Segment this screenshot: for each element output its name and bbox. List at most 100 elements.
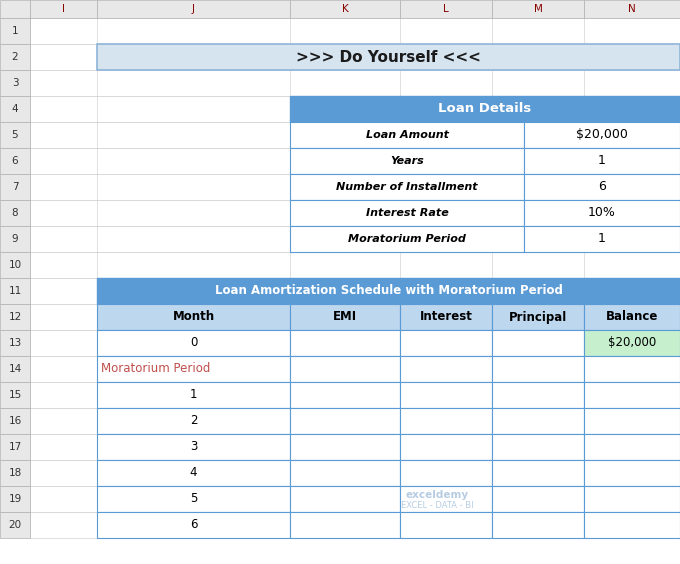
Bar xyxy=(0,330,30,356)
Text: 1: 1 xyxy=(598,155,606,168)
Text: 5: 5 xyxy=(12,130,18,140)
Bar xyxy=(30,200,680,226)
Bar xyxy=(97,356,290,382)
Bar xyxy=(0,304,30,330)
Bar xyxy=(0,512,30,538)
Bar xyxy=(290,460,400,486)
Text: 10: 10 xyxy=(8,260,22,270)
Bar xyxy=(30,226,680,252)
Text: 8: 8 xyxy=(12,208,18,218)
Bar xyxy=(584,434,680,460)
Text: 2: 2 xyxy=(12,52,18,62)
Text: Month: Month xyxy=(173,311,215,324)
Bar xyxy=(0,148,30,174)
Bar xyxy=(290,0,400,18)
Bar xyxy=(30,330,680,356)
Bar xyxy=(30,252,680,278)
Text: Moratorium Period: Moratorium Period xyxy=(101,363,210,376)
Text: 10%: 10% xyxy=(588,206,616,219)
Bar xyxy=(30,512,680,538)
Bar xyxy=(290,330,400,356)
Bar xyxy=(524,226,680,252)
Text: Loan Amortization Schedule with Moratorium Period: Loan Amortization Schedule with Moratori… xyxy=(215,284,562,297)
Bar xyxy=(584,512,680,538)
Bar xyxy=(97,44,680,70)
Bar xyxy=(290,96,680,122)
Text: Moratorium Period: Moratorium Period xyxy=(348,234,466,244)
Text: Loan Details: Loan Details xyxy=(439,103,532,116)
Text: 6: 6 xyxy=(12,156,18,166)
Bar xyxy=(400,382,492,408)
Bar xyxy=(0,434,30,460)
Bar xyxy=(30,148,680,174)
Text: >>> Do Yourself <<<: >>> Do Yourself <<< xyxy=(296,50,481,64)
Text: 3: 3 xyxy=(190,440,197,453)
Bar xyxy=(0,252,30,278)
Text: 6: 6 xyxy=(190,518,197,531)
Text: 16: 16 xyxy=(8,416,22,426)
Text: exceldemy: exceldemy xyxy=(405,490,469,500)
Bar xyxy=(492,382,584,408)
Bar xyxy=(97,330,290,356)
Text: 19: 19 xyxy=(8,494,22,504)
Bar xyxy=(400,512,492,538)
Bar xyxy=(290,356,400,382)
Text: Interest: Interest xyxy=(420,311,473,324)
Bar xyxy=(492,408,584,434)
Bar xyxy=(400,304,492,330)
Text: Number of Installment: Number of Installment xyxy=(336,182,478,192)
Text: 0: 0 xyxy=(190,337,197,350)
Bar xyxy=(0,122,30,148)
Text: 7: 7 xyxy=(12,182,18,192)
Bar xyxy=(0,200,30,226)
Bar xyxy=(0,18,30,44)
Bar xyxy=(30,96,680,122)
Bar xyxy=(492,330,584,356)
Bar xyxy=(290,148,524,174)
Text: M: M xyxy=(534,4,543,14)
Bar xyxy=(30,0,97,18)
Text: N: N xyxy=(628,4,636,14)
Text: Years: Years xyxy=(390,156,424,166)
Bar xyxy=(0,226,30,252)
Bar xyxy=(0,0,30,18)
Bar xyxy=(584,460,680,486)
Text: 11: 11 xyxy=(8,286,22,296)
Bar xyxy=(97,434,290,460)
Bar xyxy=(492,512,584,538)
Bar xyxy=(492,0,584,18)
Text: Principal: Principal xyxy=(509,311,567,324)
Text: 9: 9 xyxy=(12,234,18,244)
Bar xyxy=(524,122,680,148)
Text: 18: 18 xyxy=(8,468,22,478)
Bar xyxy=(524,148,680,174)
Bar xyxy=(400,434,492,460)
Bar xyxy=(290,512,400,538)
Bar xyxy=(492,356,584,382)
Bar xyxy=(524,174,680,200)
Bar xyxy=(97,278,680,304)
Text: 14: 14 xyxy=(8,364,22,374)
Text: 20: 20 xyxy=(8,520,22,530)
Bar xyxy=(30,356,680,382)
Bar xyxy=(30,434,680,460)
Bar xyxy=(0,486,30,512)
Bar xyxy=(400,330,492,356)
Text: 12: 12 xyxy=(8,312,22,322)
Bar xyxy=(97,382,290,408)
Bar xyxy=(492,460,584,486)
Text: 6: 6 xyxy=(598,180,606,193)
Bar xyxy=(524,200,680,226)
Bar xyxy=(584,486,680,512)
Bar xyxy=(290,434,400,460)
Text: 3: 3 xyxy=(12,78,18,88)
Bar xyxy=(584,408,680,434)
Bar xyxy=(0,278,30,304)
Text: 13: 13 xyxy=(8,338,22,348)
Bar xyxy=(400,0,492,18)
Text: EXCEL - DATA - BI: EXCEL - DATA - BI xyxy=(401,501,473,510)
Bar xyxy=(97,486,290,512)
Bar xyxy=(584,382,680,408)
Text: J: J xyxy=(192,4,195,14)
Bar xyxy=(584,304,680,330)
